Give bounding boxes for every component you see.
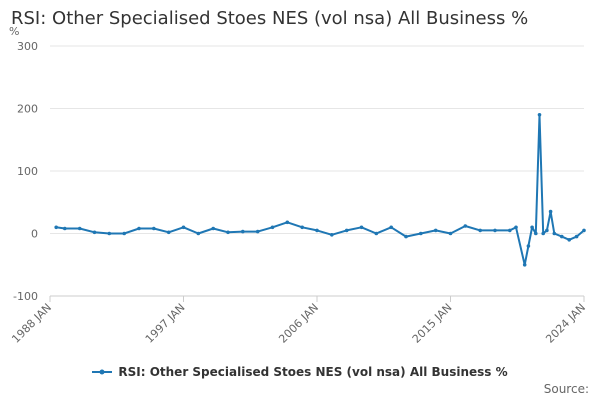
data-point[interactable] [300, 225, 305, 230]
y-axis-unit: % [9, 25, 20, 38]
data-point[interactable] [211, 226, 215, 231]
data-point[interactable] [522, 263, 527, 267]
data-point[interactable] [493, 228, 497, 233]
data-point[interactable] [404, 234, 408, 239]
data-point[interactable] [330, 233, 334, 237]
y-tick-label: 300 [17, 40, 38, 53]
data-point[interactable] [537, 113, 542, 117]
data-point[interactable] [548, 209, 553, 214]
data-point[interactable] [241, 229, 245, 234]
x-tick-label: 1997 JAN [143, 301, 188, 346]
x-tick-label: 2006 JAN [276, 301, 321, 346]
data-point[interactable] [285, 220, 290, 225]
data-point[interactable] [226, 230, 230, 235]
data-point[interactable] [514, 225, 518, 230]
data-point[interactable] [152, 226, 156, 231]
data-point[interactable] [541, 231, 545, 236]
x-tick-label: 2024 JAN [543, 301, 588, 346]
data-point[interactable] [582, 228, 586, 233]
data-point[interactable] [526, 244, 531, 248]
data-point[interactable] [530, 225, 534, 230]
series-line [56, 113, 585, 266]
data-point[interactable] [567, 238, 571, 242]
data-point[interactable] [63, 226, 67, 231]
legend-item[interactable]: RSI: Other Specialised Stoes NES (vol ns… [92, 365, 508, 379]
data-point[interactable] [389, 225, 394, 230]
data-point[interactable] [545, 228, 549, 233]
data-point[interactable] [463, 224, 468, 228]
data-point[interactable] [508, 228, 512, 233]
legend[interactable]: RSI: Other Specialised Stoes NES (vol ns… [0, 365, 600, 380]
data-point[interactable] [560, 234, 564, 239]
y-tick-label: 200 [17, 103, 38, 116]
data-point[interactable] [374, 231, 379, 236]
data-point[interactable] [54, 225, 58, 230]
data-point[interactable] [359, 225, 364, 230]
y-tick-label: 0 [31, 228, 38, 241]
data-point[interactable] [92, 230, 97, 235]
data-point[interactable] [196, 231, 201, 236]
data-point[interactable] [315, 228, 319, 233]
y-tick-label: -100 [13, 290, 38, 303]
data-point[interactable] [433, 228, 438, 233]
legend-label: RSI: Other Specialised Stoes NES (vol ns… [118, 365, 508, 379]
source-label: Source: [543, 382, 589, 396]
data-point[interactable] [574, 234, 579, 239]
x-tick-label: 1988 JAN [9, 301, 54, 346]
data-point[interactable] [344, 228, 349, 233]
data-point[interactable] [122, 231, 126, 236]
data-point[interactable] [181, 225, 186, 230]
data-point[interactable] [552, 231, 557, 236]
data-point[interactable] [270, 225, 275, 230]
data-point[interactable] [419, 231, 423, 236]
data-point[interactable] [534, 231, 538, 236]
legend-swatch [92, 369, 113, 375]
data-point[interactable] [137, 226, 141, 231]
data-point[interactable] [77, 226, 82, 231]
data-point[interactable] [255, 229, 260, 234]
y-tick-label: 100 [17, 165, 38, 178]
x-tick-label: 2015 JAN [410, 301, 455, 346]
data-point[interactable] [107, 231, 112, 236]
data-point[interactable] [448, 231, 453, 236]
data-point[interactable] [478, 228, 483, 233]
chart-title: RSI: Other Specialised Stoes NES (vol ns… [11, 8, 529, 29]
data-point[interactable] [166, 230, 171, 235]
